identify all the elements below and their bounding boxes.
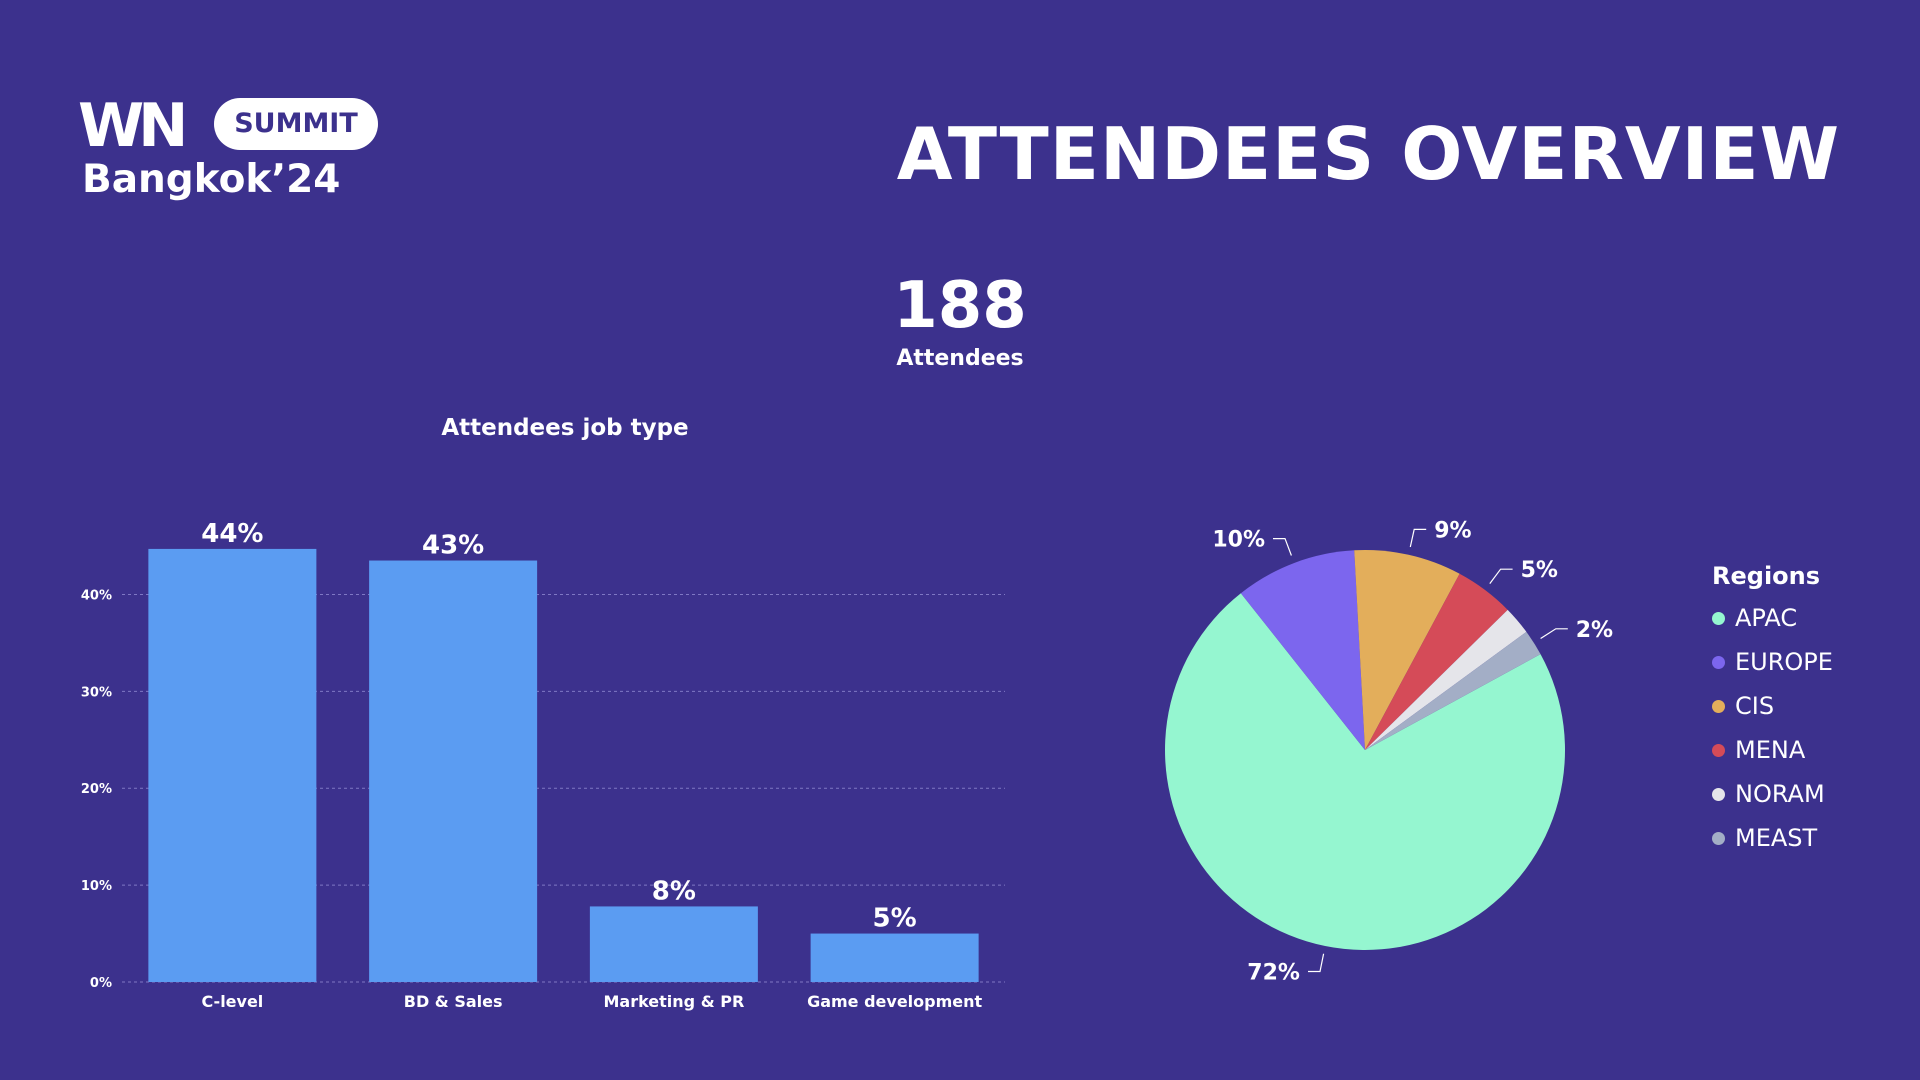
kpi-label: Attendees: [896, 346, 1024, 371]
legend-label: APAC: [1735, 604, 1798, 632]
pie-data-label: 9%: [1434, 520, 1471, 543]
legend-label: MEAST: [1735, 824, 1818, 852]
bar-chart-title: Attendees job type: [441, 415, 688, 441]
legend-swatch: [1712, 655, 1725, 669]
legend-item: NORAM: [1712, 772, 1912, 816]
job-type-bar-chart: Attendees job type 0% 10% 20% 30% 40% 44% C-lev…: [81, 415, 1005, 1011]
pie-leader-line: [1489, 568, 1513, 584]
pie-data-label: 10%: [1212, 528, 1265, 553]
legend-label: MENA: [1735, 736, 1806, 764]
legend-swatch: [1712, 831, 1725, 845]
pie-leader-line: [1540, 628, 1568, 640]
y-tick-label: 30%: [81, 685, 112, 700]
pie-leader-line: [1409, 528, 1427, 548]
legend-label: CIS: [1735, 692, 1775, 720]
legend-item: EUROPE: [1712, 640, 1912, 684]
logo-mark: WN: [78, 91, 188, 161]
pie-leader-line: [1273, 538, 1292, 556]
regions-legend: Regions APAC EUROPE CIS MENA NORAM MEAST: [1712, 560, 1912, 860]
bar-data-label: 8%: [652, 876, 696, 906]
bar: [148, 548, 317, 982]
y-tick-label: 40%: [81, 588, 112, 603]
legend-items: APAC EUROPE CIS MENA NORAM MEAST: [1712, 596, 1912, 860]
legend-item: MENA: [1712, 728, 1912, 772]
pie-data-label: 72%: [1247, 960, 1300, 985]
bar: [589, 906, 758, 982]
pie-data-label: 2%: [1576, 618, 1613, 643]
x-tick-label: C-level: [201, 992, 263, 1011]
attendees-kpi: 188 Attendees: [860, 268, 1060, 374]
wn-summit-logo: WN SUMMIT Bangkok’24: [78, 96, 398, 206]
pie-slice: [1354, 549, 1460, 750]
legend-label: EUROPE: [1735, 648, 1833, 676]
pie-slice: [1365, 631, 1541, 750]
x-tick-label: Game development: [807, 992, 982, 1011]
pie-slice: [1365, 573, 1508, 750]
bar: [369, 560, 538, 982]
bar-data-label: 43%: [422, 531, 484, 561]
y-tick-label: 0%: [90, 976, 112, 991]
legend-title: Regions: [1712, 562, 1821, 590]
legend-item: APAC: [1712, 596, 1912, 640]
logo-pill: SUMMIT: [214, 98, 378, 150]
legend-label: NORAM: [1735, 780, 1825, 808]
bar: [810, 933, 979, 982]
y-tick-label: 20%: [81, 782, 112, 797]
regions-pie-chart: 72% 10% 9% 5% 2%: [1165, 520, 1613, 985]
legend-swatch: [1712, 611, 1725, 625]
y-tick-label: 10%: [81, 879, 112, 894]
legend-swatch: [1712, 787, 1725, 801]
legend-swatch: [1712, 699, 1725, 713]
legend-swatch: [1712, 743, 1725, 757]
pie-leader-line: [1308, 953, 1325, 973]
pie-data-label: 5%: [1521, 558, 1558, 583]
kpi-value: 188: [893, 269, 1027, 343]
bar-data-label: 44%: [201, 519, 263, 549]
page-title: ATTENDEES OVERVIEW: [896, 112, 1840, 196]
bar-data-label: 5%: [873, 904, 917, 934]
x-tick-label: BD & Sales: [404, 992, 503, 1011]
legend-item: MEAST: [1712, 816, 1912, 860]
logo-city: Bangkok’24: [82, 157, 341, 202]
pie-slice: [1240, 550, 1365, 750]
x-tick-label: Marketing & PR: [603, 992, 744, 1011]
pie-slice: [1165, 593, 1566, 950]
legend-item: CIS: [1712, 684, 1912, 728]
pie-slice: [1365, 609, 1527, 750]
